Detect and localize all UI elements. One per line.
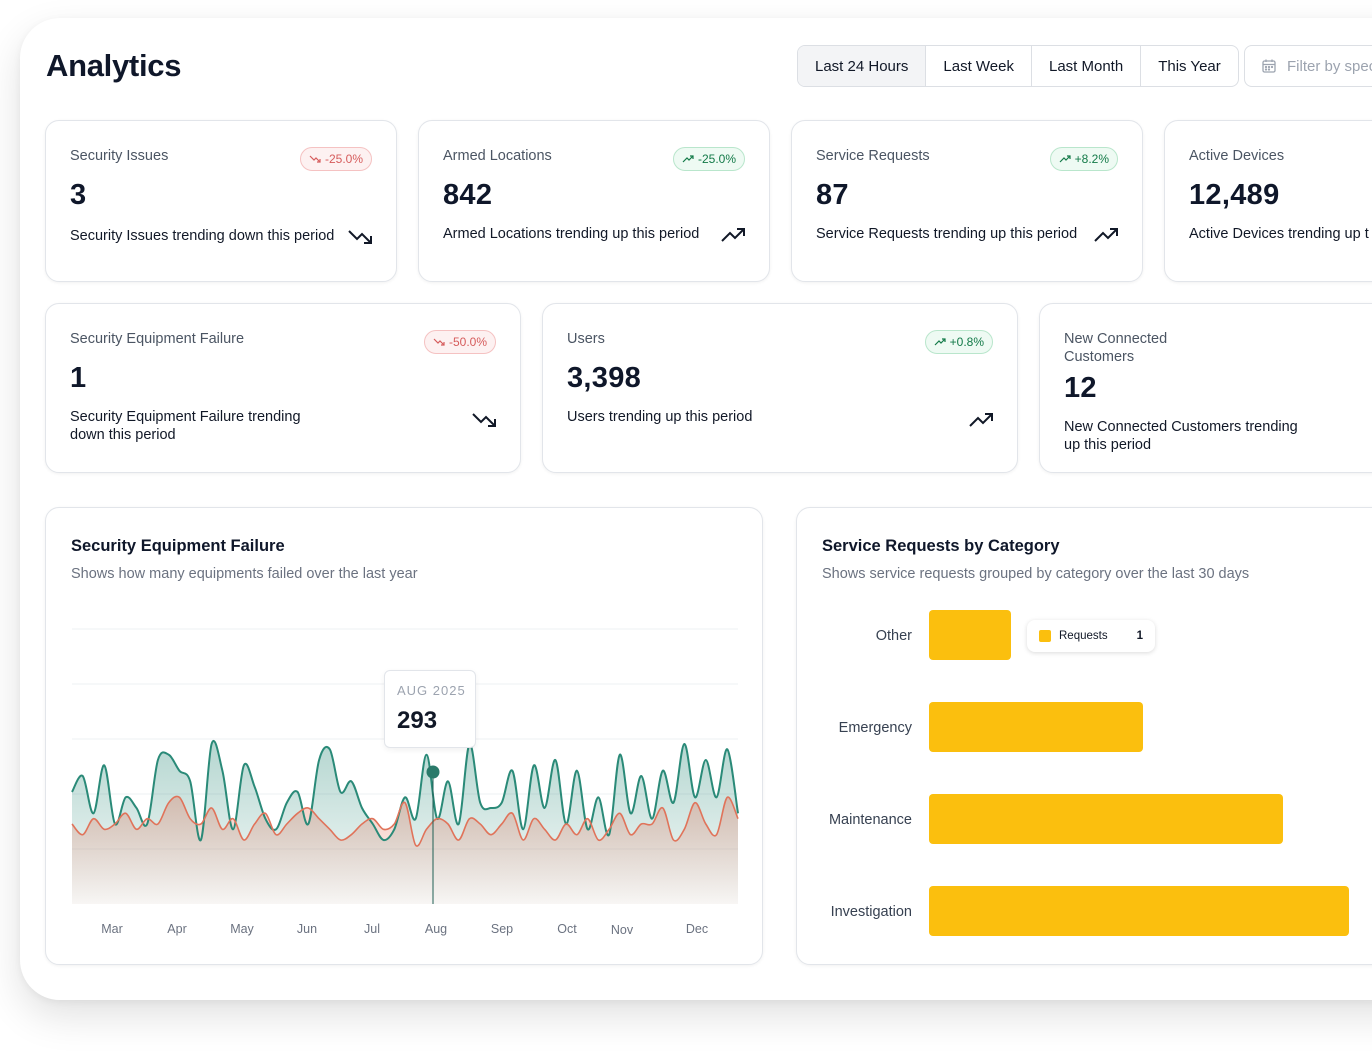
x-tick-label: Jun	[296, 922, 318, 936]
bar-investigation[interactable]	[929, 886, 1349, 936]
bar-other[interactable]	[929, 610, 1011, 660]
kpi-description: Armed Locations trending up this period	[443, 226, 700, 242]
badge-value: -25.0%	[324, 152, 363, 166]
legend-series-name: Requests	[1059, 630, 1108, 642]
trend-badge: -50.0%	[423, 330, 496, 354]
chart-subtitle: Shows service requests grouped by catego…	[822, 566, 1250, 582]
calendar-icon	[1262, 59, 1276, 73]
kpi-label: Security Equipment Failure	[70, 331, 245, 347]
chart-title: Security Equipment Failure	[71, 537, 285, 555]
chart-subtitle: Shows how many equipments failed over th…	[71, 566, 418, 582]
kpi-value: 3,398	[567, 362, 642, 394]
page-title: Analytics	[46, 48, 182, 83]
category-label: Other	[875, 628, 912, 644]
kpi-card-active-devices[interactable]: Active Devices 12,489 Active Devices tre…	[1164, 120, 1372, 282]
time-range-selector: Last 24 Hours Last Week Last Month This …	[797, 45, 1239, 87]
x-tick-label: Sep	[490, 922, 514, 936]
x-tick-label: May	[230, 922, 254, 936]
trend-badge: -25.0%	[299, 147, 372, 171]
legend-swatch	[1039, 630, 1051, 642]
kpi-label: Security Issues	[70, 148, 169, 164]
trend-up-icon	[1094, 228, 1118, 242]
bar-emergency[interactable]	[929, 702, 1143, 752]
highlight-point[interactable]	[426, 765, 440, 779]
kpi-description: New Connected Customers trending up this…	[1064, 419, 1298, 453]
category-label: Emergency	[838, 720, 912, 736]
trend-down-icon	[472, 413, 496, 427]
trend-up-icon	[934, 338, 946, 346]
chart-title: Service Requests by Category	[822, 537, 1060, 555]
category-label: Investigation	[830, 904, 912, 920]
kpi-description: Service Requests trending up this period	[816, 226, 1078, 242]
tooltip-value: 293	[397, 707, 438, 734]
kpi-value: 12	[1064, 372, 1097, 404]
filter-placeholder: Filter by spec	[1287, 57, 1372, 75]
kpi-label: Active Devices	[1189, 148, 1285, 164]
series-2-line	[71, 795, 739, 847]
trend-down-icon	[309, 155, 321, 163]
kpi-card-new-connected-customers[interactable]: New Connected Customers 12 New Connected…	[1039, 303, 1372, 473]
kpi-description: Users trending up this period	[567, 409, 753, 425]
chart-tooltip: AUG 2025 293	[384, 670, 476, 748]
kpi-card-service-requests[interactable]: Service Requests +8.2% 87 Service Reques…	[791, 120, 1143, 282]
kpi-label: Armed Locations	[443, 148, 552, 164]
kpi-value: 87	[816, 179, 849, 211]
trend-up-icon	[721, 228, 745, 242]
kpi-card-users[interactable]: Users +0.8% 3,398 Users trending up this…	[542, 303, 1018, 473]
trend-badge: +8.2%	[1049, 147, 1118, 171]
kpi-card-security-equipment-failure[interactable]: Security Equipment Failure -50.0% 1 Secu…	[45, 303, 521, 473]
trend-badge: -25.0%	[672, 147, 745, 171]
x-tick-label: Oct	[557, 922, 577, 936]
kpi-label: Users	[567, 331, 605, 347]
trend-badge: +0.8%	[924, 330, 993, 354]
kpi-value: 12,489	[1189, 179, 1280, 211]
kpi-value: 1	[70, 362, 87, 394]
kpi-label: Service Requests	[816, 148, 930, 164]
legend-value: 1	[1136, 630, 1143, 642]
category-label: Maintenance	[828, 812, 912, 828]
tooltip-label: AUG 2025	[397, 683, 466, 698]
kpi-value: 842	[443, 179, 493, 211]
badge-value: +0.8%	[949, 335, 984, 349]
series-2-area	[72, 796, 738, 904]
bar-maintenance[interactable]	[929, 794, 1283, 844]
x-tick-label: Jul	[364, 922, 380, 936]
trend-down-icon	[433, 338, 445, 346]
range-last-week[interactable]: Last Week	[926, 46, 1032, 86]
series-1-line	[71, 740, 739, 842]
badge-value: -25.0%	[697, 152, 736, 166]
trend-up-icon	[1059, 155, 1071, 163]
trend-up-icon	[969, 413, 993, 427]
range-this-year[interactable]: This Year	[1158, 57, 1221, 75]
category-chart-card: Service Requests by Category Shows servi…	[796, 507, 1372, 965]
kpi-description: Security Equipment Failure trending down…	[70, 409, 301, 443]
kpi-value: 3	[70, 179, 87, 211]
kpi-description: Security Issues trending down this perio…	[70, 228, 335, 244]
x-tick-label: Dec	[685, 922, 709, 936]
x-tick-label: Nov	[610, 923, 634, 937]
range-last-month[interactable]: Last Month	[1032, 46, 1142, 86]
trend-down-icon	[348, 230, 372, 244]
kpi-card-security-issues[interactable]: Security Issues -25.0% 3 Security Issues…	[45, 120, 397, 282]
range-last-24-hours[interactable]: Last 24 Hours	[798, 46, 927, 86]
badge-value: +8.2%	[1074, 152, 1109, 166]
badge-value: -50.0%	[448, 335, 487, 349]
kpi-label: New Connected Customers	[1064, 331, 1168, 365]
trend-up-icon	[682, 155, 694, 163]
bar-tooltip: Requests 1	[1027, 620, 1155, 652]
analytics-panel: Analytics Last 24 Hours Last Week Last M…	[20, 18, 1372, 1000]
filter-date-input[interactable]: Filter by spec	[1244, 45, 1372, 87]
failure-chart-card: Security Equipment Failure Shows how man…	[45, 507, 763, 965]
kpi-card-armed-locations[interactable]: Armed Locations -25.0% 842 Armed Locatio…	[418, 120, 770, 282]
x-tick-label: Aug	[424, 922, 448, 936]
x-tick-label: Apr	[167, 922, 187, 936]
x-tick-label: Mar	[101, 922, 123, 936]
kpi-description: Active Devices trending up t	[1189, 226, 1369, 242]
